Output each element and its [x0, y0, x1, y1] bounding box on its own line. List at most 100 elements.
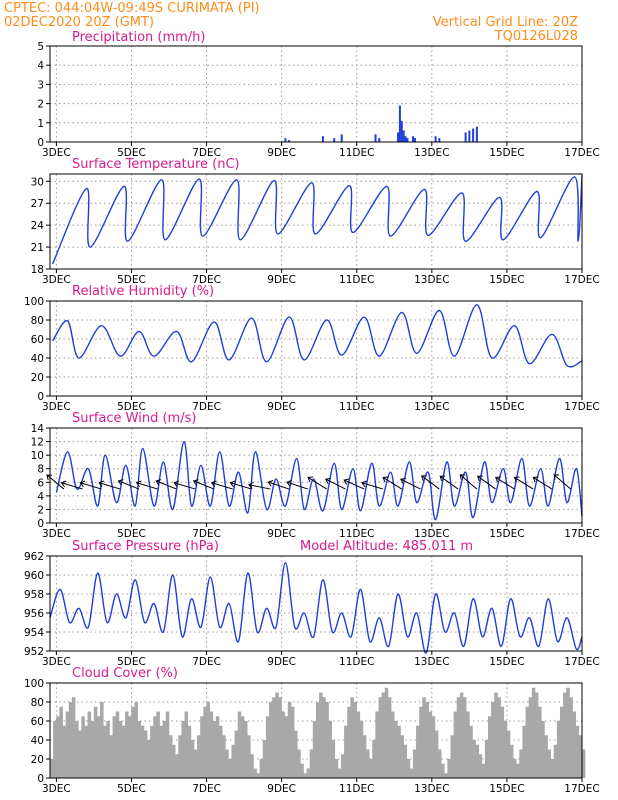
cloud-bar: [290, 706, 295, 778]
wind-vector-shaft: [361, 482, 384, 490]
cloud-bar: [559, 706, 564, 778]
x-tick-label: 5DEC: [117, 147, 146, 159]
cloud-bar: [103, 725, 107, 778]
cloud-bar: [84, 725, 88, 778]
model-altitude: Model Altitude: 485.011 m: [300, 539, 473, 554]
wind-vector-head: [307, 476, 314, 483]
x-tick-label: 3DEC: [42, 528, 71, 540]
cloud-bar: [572, 711, 577, 778]
x-tick-label: 13DEC: [414, 528, 449, 540]
wind-vector-head: [382, 476, 389, 483]
wind-vector-shaft: [230, 482, 252, 490]
wind-vector: [307, 476, 327, 490]
header-model-id: TQ0126L028: [494, 29, 578, 44]
wind-vector-head: [229, 480, 236, 488]
x-tick-label: 17DEC: [564, 656, 599, 668]
x-tick-label: 9DEC: [267, 783, 296, 795]
y-tick-label: 10: [31, 450, 44, 462]
panel-2: Surface Temperature (nC) 18 21 24 27 30 3DEC 5D…: [31, 157, 600, 286]
wind-vector-head: [513, 476, 520, 483]
y-tick-label: 20: [31, 754, 44, 766]
y-tick-label: 80: [31, 315, 44, 327]
wind-vector: [98, 480, 121, 490]
cloud-bar: [441, 763, 445, 778]
cloud-bar: [269, 702, 273, 778]
cloud-bar: [168, 735, 173, 778]
cloud-bar: [372, 740, 376, 778]
x-tick-label: 5DEC: [117, 528, 146, 540]
cloud-bar: [531, 687, 536, 778]
cloud-bar: [513, 759, 517, 778]
cloud-bar: [412, 749, 417, 778]
panel-6: Cloud Cover (%) 0 20 40 60 80 100 3DEC 5DEC 7DEC 9…: [24, 666, 600, 795]
y-tick-label: 962: [24, 551, 44, 563]
cloud-bar: [112, 716, 117, 778]
cloud-bar: [328, 721, 332, 778]
cloud-bar: [197, 735, 201, 778]
wind-vector: [421, 475, 440, 490]
x-tick-label: 3DEC: [42, 274, 71, 286]
wind-vector-shaft: [155, 480, 177, 490]
x-tick-label: 13DEC: [414, 783, 449, 795]
cloud-bar: [481, 763, 486, 778]
cloud-bar: [375, 711, 379, 778]
precip-bar: [406, 138, 409, 142]
wind-vector-head: [192, 479, 199, 486]
panel-frame: [49, 173, 583, 270]
cloud-bar: [253, 768, 257, 778]
cloud-bar: [350, 697, 354, 778]
cloud-bar: [212, 721, 217, 778]
cloud-bar: [297, 749, 301, 778]
x-tick-label: 5DEC: [117, 401, 146, 413]
cloud-bar: [181, 721, 185, 778]
cloud-bar: [162, 721, 167, 778]
cloud-bar: [337, 768, 342, 778]
cloud-bar: [550, 759, 555, 778]
cloud-bar: [425, 702, 429, 778]
cloud-bar: [459, 692, 464, 778]
x-tick-label: 15DEC: [489, 401, 524, 413]
cloud-bar: [347, 706, 351, 778]
cloud-bar: [125, 711, 129, 778]
y-tick-label: 2: [37, 99, 44, 111]
wind-vector-head: [267, 480, 274, 487]
cloud-bar: [215, 716, 220, 778]
y-tick-label: 60: [31, 334, 44, 346]
precip-bar: [464, 132, 467, 142]
cloud-bar: [519, 749, 523, 778]
wind-vector-head: [477, 475, 483, 482]
cloud-bar: [378, 697, 383, 778]
wind-vector-shaft: [421, 475, 440, 490]
wind-vector-shaft: [459, 474, 478, 490]
y-tick-label: 24: [31, 220, 45, 232]
cloud-bar: [262, 740, 267, 778]
wind-vector-head: [135, 480, 142, 488]
series-line: [49, 561, 583, 654]
wind-vector: [382, 476, 403, 490]
precip-bar: [402, 130, 405, 142]
wind-vector-head: [532, 476, 539, 483]
cloud-bar: [506, 730, 511, 778]
cloud-bar: [434, 730, 439, 778]
y-tick-label: 4: [37, 60, 44, 72]
cloud-bar: [547, 749, 551, 778]
panel-title: Precipitation (mm/h): [72, 30, 205, 45]
cloud-bar: [56, 716, 60, 778]
x-tick-label: 15DEC: [489, 656, 524, 668]
cloud-bar: [484, 740, 489, 778]
cloud-bar: [409, 768, 414, 778]
cloud-bar: [165, 711, 170, 778]
cloud-bar: [178, 735, 182, 778]
y-tick-label: 5: [37, 41, 44, 53]
cloud-bar: [387, 697, 392, 778]
y-tick-label: 40: [31, 353, 44, 365]
precip-bar: [404, 136, 407, 142]
cloud-bar: [81, 716, 85, 778]
precip-bar: [284, 138, 287, 142]
wind-vector-shaft: [400, 478, 421, 490]
x-tick-label: 7DEC: [192, 656, 221, 668]
cloud-bar: [200, 716, 204, 778]
y-tick-label: 0: [37, 773, 44, 785]
x-tick-label: 17DEC: [564, 783, 599, 795]
